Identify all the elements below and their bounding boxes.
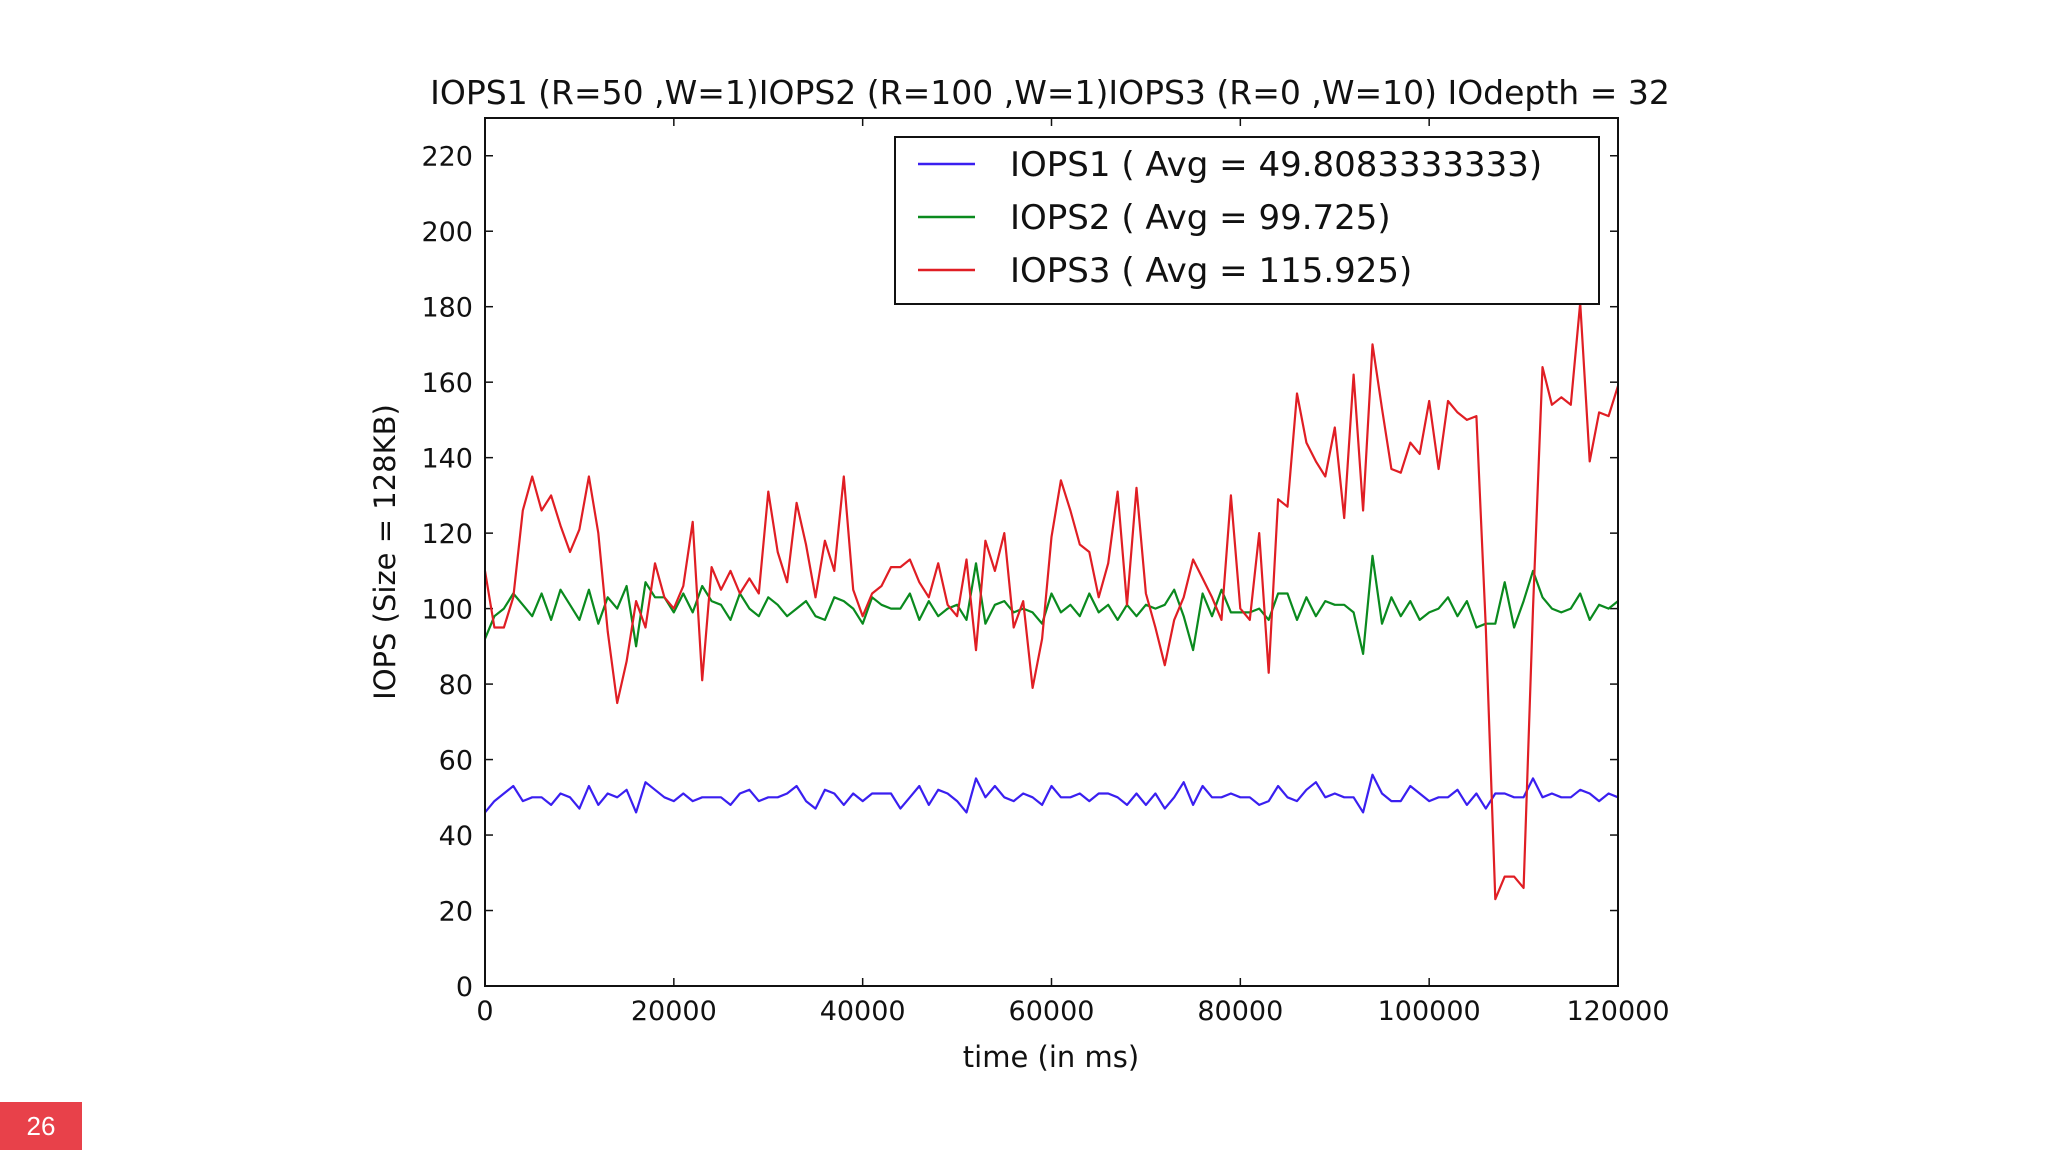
y-tick-label: 220 (421, 142, 473, 173)
y-tick-label: 120 (421, 519, 473, 550)
legend-label-iops1: IOPS1 ( Avg = 49.8083333333) (1010, 145, 1542, 185)
y-tick-label: 160 (421, 368, 473, 399)
legend-label-iops2: IOPS2 ( Avg = 99.725) (1010, 198, 1391, 238)
series-line-iops2 (483, 554, 1619, 656)
x-tick-label: 80000 (1197, 996, 1283, 1027)
legend-box (894, 136, 1600, 305)
y-tick-label: 60 (439, 746, 473, 777)
page-number-badge: 26 (0, 1102, 82, 1150)
y-tick-label: 100 (421, 595, 473, 626)
x-tick-label: 100000 (1378, 996, 1481, 1027)
x-tick-label: 120000 (1566, 996, 1669, 1027)
legend: IOPS1 ( Avg = 49.8083333333) IOPS2 ( Avg… (894, 136, 1600, 305)
y-tick-label: 80 (439, 670, 473, 701)
y-tick-label: 200 (421, 217, 473, 248)
y-tick-label: 40 (439, 821, 473, 852)
x-axis-label: time (in ms) (963, 1040, 1139, 1074)
legend-label-iops3: IOPS3 ( Avg = 115.925) (1010, 251, 1412, 291)
x-tick-label: 20000 (631, 996, 717, 1027)
series-lines (483, 301, 1620, 901)
series-line-iops3 (483, 301, 1620, 901)
plot-frame (484, 117, 1619, 987)
y-tick-label: 20 (439, 897, 473, 928)
tick-labels: 0 20 40 60 80 100 120 140 160 180 200 220 0 20000 4000… (421, 142, 1669, 1027)
chart-title: IOPS1 (R=50 ,W=1)IOPS2 (R=100 ,W=1)IOPS3… (430, 73, 1670, 112)
y-tick-label: 0 (456, 972, 473, 1003)
x-tick-label: 40000 (820, 996, 906, 1027)
y-tick-label: 180 (421, 293, 473, 324)
x-tick-label: 0 (476, 996, 493, 1027)
y-axis-label: IOPS (Size = 128KB) (368, 404, 402, 700)
series-line-iops1 (484, 773, 1619, 814)
y-tick-label: 140 (421, 444, 473, 475)
x-tick-label: 60000 (1009, 996, 1095, 1027)
